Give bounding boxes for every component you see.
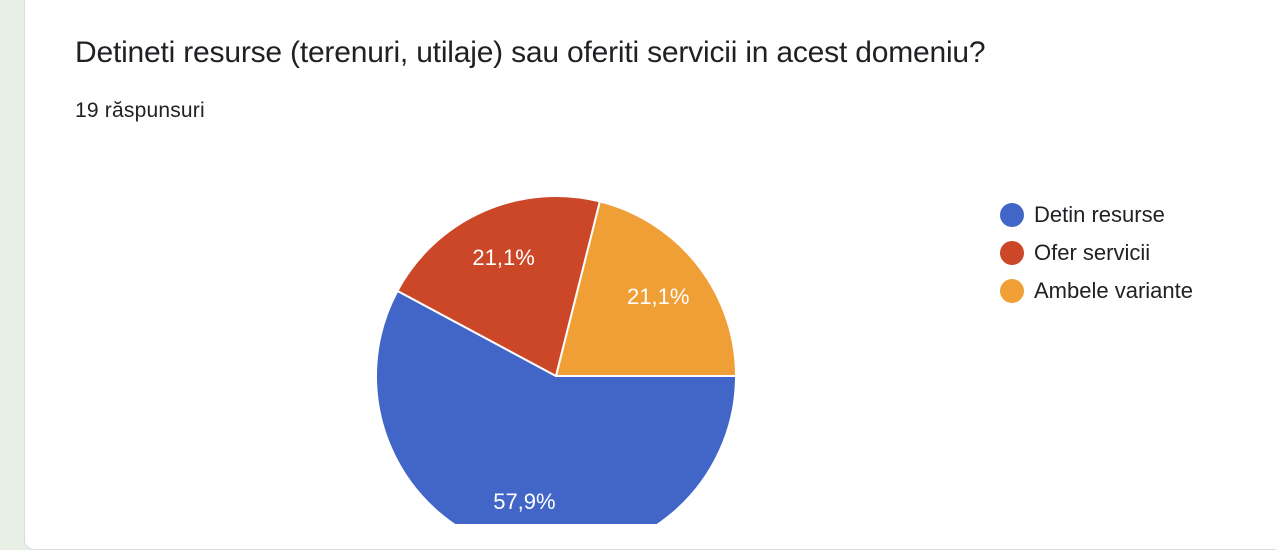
legend-label: Ofer servicii bbox=[1034, 240, 1151, 265]
question-title: Detineti resurse (terenuri, utilaje) sau… bbox=[75, 36, 986, 69]
pie-chart: 57,9% 21,1% 21,1% bbox=[375, 195, 737, 524]
legend-label: Detin resurse bbox=[1034, 202, 1165, 227]
legend-label: Ambele variante bbox=[1034, 278, 1193, 303]
legend-item-detin-resurse[interactable]: Detin resurse bbox=[1000, 196, 1193, 234]
pie-slice-label: 21,1% bbox=[627, 284, 689, 309]
pie-slice-ofer-servicii[interactable] bbox=[396, 195, 601, 377]
chart-legend: Detin resurse Ofer servicii Ambele varia… bbox=[1000, 196, 1193, 310]
response-count: 19 răspunsuri bbox=[75, 99, 205, 122]
legend-swatch bbox=[1000, 279, 1024, 303]
pie-slice-ambele-variante[interactable] bbox=[555, 200, 737, 377]
legend-item-ofer-servicii[interactable]: Ofer servicii bbox=[1000, 234, 1193, 272]
legend-swatch bbox=[1000, 203, 1024, 227]
legend-item-ambele-variante[interactable]: Ambele variante bbox=[1000, 272, 1193, 310]
pie-slice-label: 57,9% bbox=[493, 489, 555, 514]
pie-slice-label: 21,1% bbox=[472, 245, 534, 270]
legend-swatch bbox=[1000, 241, 1024, 265]
pie-slice-detin-resurse[interactable] bbox=[375, 289, 737, 524]
